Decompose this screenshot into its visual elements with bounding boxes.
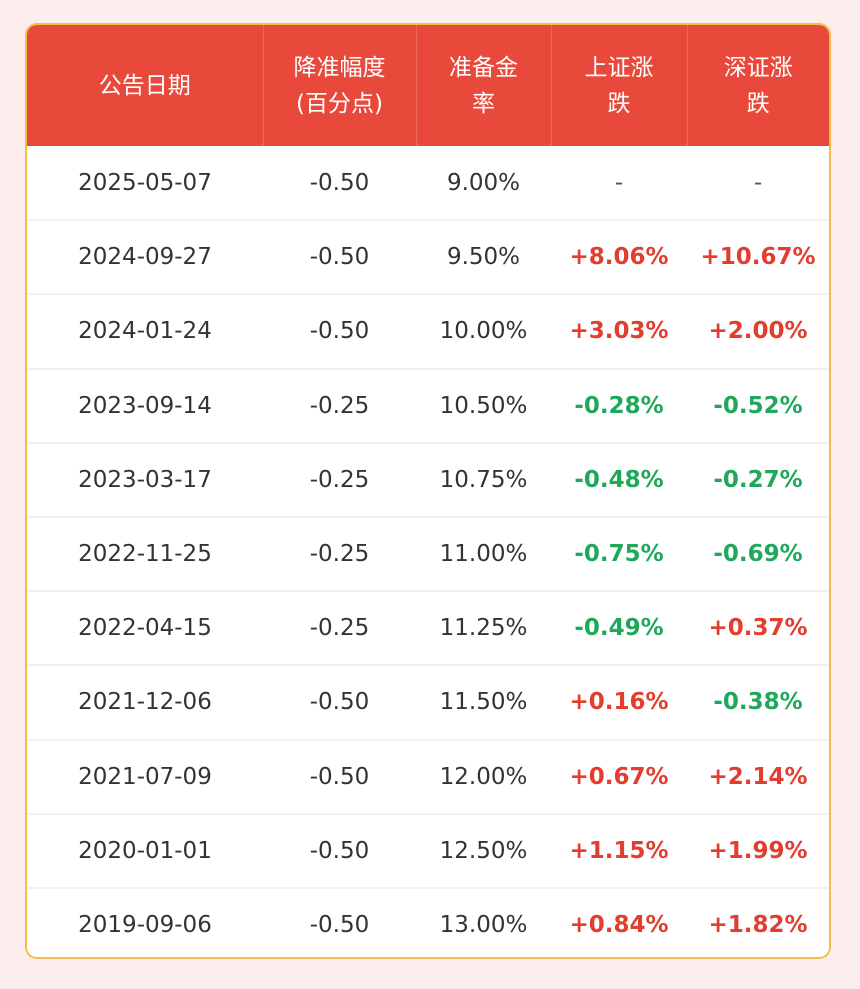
cell-shanghai-change: -0.48% [574,466,664,493]
header-cut-size: 降准幅度 (百分点) [262,25,416,146]
cell-reserve-ratio: 11.25% [439,615,528,642]
header-shanghai-change: 上证涨 跌 [550,25,687,146]
cell-announcement-date: 2023-09-14 [78,392,212,419]
table-row: 2024-09-27 -0.50 9.50% +8.06% +10.67% [27,220,829,294]
cell-shanghai-change: +0.16% [569,689,669,716]
cell-announcement-date: 2023-03-17 [78,466,212,493]
cell-shenzhen-change: +10.67% [700,244,816,271]
cell-shenzhen-change: +1.82% [708,912,808,939]
cell-announcement-date: 2024-01-24 [78,318,212,345]
table-row: 2023-09-14 -0.25 10.50% -0.28% -0.52% [27,368,829,443]
cell-shanghai-change: +1.15% [569,837,669,864]
rrr-history-table: 公告日期 降准幅度 (百分点) 准备金 率 上证涨 跌 深证涨 跌 [27,25,829,957]
cell-shanghai-change: +0.67% [569,763,669,790]
table-row: 2022-04-15 -0.25 11.25% -0.49% +0.37% [27,591,829,665]
header-reserve-ratio: 准备金 率 [415,25,551,146]
cell-shenzhen-change: - [753,169,763,196]
cell-announcement-date: 2025-05-07 [78,169,212,196]
cell-shenzhen-change: +2.00% [708,318,808,345]
cell-shanghai-change: +0.84% [569,912,669,939]
table-row: 2021-07-09 -0.50 12.00% +0.67% +2.14% [27,739,829,814]
cell-shanghai-change: -0.28% [574,392,664,419]
cell-cut-size: -0.50 [309,318,370,345]
cell-reserve-ratio: 10.75% [439,466,528,493]
cell-cut-size: -0.25 [309,541,370,568]
cell-cut-size: -0.50 [309,169,370,196]
table-header: 公告日期 降准幅度 (百分点) 准备金 率 上证涨 跌 深证涨 跌 [27,25,829,146]
cell-cut-size: -0.50 [309,689,370,716]
table-row: 2019-09-06 -0.50 13.00% +0.84% +1.82% [27,887,829,957]
cell-announcement-date: 2021-12-06 [78,689,212,716]
rrr-table-card: 公告日期 降准幅度 (百分点) 准备金 率 上证涨 跌 深证涨 跌 [25,23,831,959]
cell-shenzhen-change: +1.99% [708,837,808,864]
cell-shenzhen-change: -0.27% [713,466,803,493]
cell-reserve-ratio: 10.50% [439,392,528,419]
cell-shenzhen-change: +2.14% [708,763,808,790]
cell-cut-size: -0.50 [309,244,370,271]
cell-reserve-ratio: 11.50% [439,689,528,716]
cell-reserve-ratio: 10.00% [439,318,528,345]
table-row: 2021-12-06 -0.50 11.50% +0.16% -0.38% [27,665,829,739]
cell-reserve-ratio: 11.00% [439,541,528,568]
cell-shenzhen-change: +0.37% [708,615,808,642]
cell-reserve-ratio: 9.00% [446,169,521,196]
cell-announcement-date: 2024-09-27 [78,244,212,271]
cell-reserve-ratio: 13.00% [439,912,528,939]
cell-shenzhen-change: -0.52% [713,392,803,419]
cell-shanghai-change: -0.49% [574,615,664,642]
cell-announcement-date: 2022-04-15 [78,615,212,642]
cell-reserve-ratio: 12.00% [439,763,528,790]
cell-shenzhen-change: -0.69% [713,541,803,568]
header-row: 公告日期 降准幅度 (百分点) 准备金 率 上证涨 跌 深证涨 跌 [27,25,829,146]
cell-shanghai-change: - [614,169,624,196]
cell-announcement-date: 2020-01-01 [78,837,212,864]
cell-shanghai-change: -0.75% [574,541,664,568]
cell-reserve-ratio: 12.50% [439,837,528,864]
cell-cut-size: -0.50 [309,912,370,939]
cell-shenzhen-change: -0.38% [713,689,803,716]
cell-cut-size: -0.25 [309,466,370,493]
cell-cut-size: -0.50 [309,837,370,864]
table-row: 2023-03-17 -0.25 10.75% -0.48% -0.27% [27,442,829,517]
cell-announcement-date: 2021-07-09 [78,763,212,790]
cell-cut-size: -0.50 [309,763,370,790]
table-row: 2020-01-01 -0.50 12.50% +1.15% +1.99% [27,813,829,888]
cell-shanghai-change: +8.06% [569,244,669,271]
header-shenzhen-change: 深证涨 跌 [686,25,829,146]
table-body: 2025-05-07 -0.50 9.00% - - 2024-09-27 -0.50 9.5… [27,146,829,957]
table-row: 2025-05-07 -0.50 9.00% - - [27,146,829,220]
cell-cut-size: -0.25 [309,392,370,419]
table-row: 2024-01-24 -0.50 10.00% +3.03% +2.00% [27,294,829,368]
cell-announcement-date: 2022-11-25 [78,541,212,568]
cell-announcement-date: 2019-09-06 [78,912,212,939]
table-row: 2022-11-25 -0.25 11.00% -0.75% -0.69% [27,516,829,591]
cell-cut-size: -0.25 [309,615,370,642]
cell-reserve-ratio: 9.50% [446,244,521,271]
cell-shanghai-change: +3.03% [569,318,669,345]
header-announcement-date: 公告日期 [98,72,191,99]
